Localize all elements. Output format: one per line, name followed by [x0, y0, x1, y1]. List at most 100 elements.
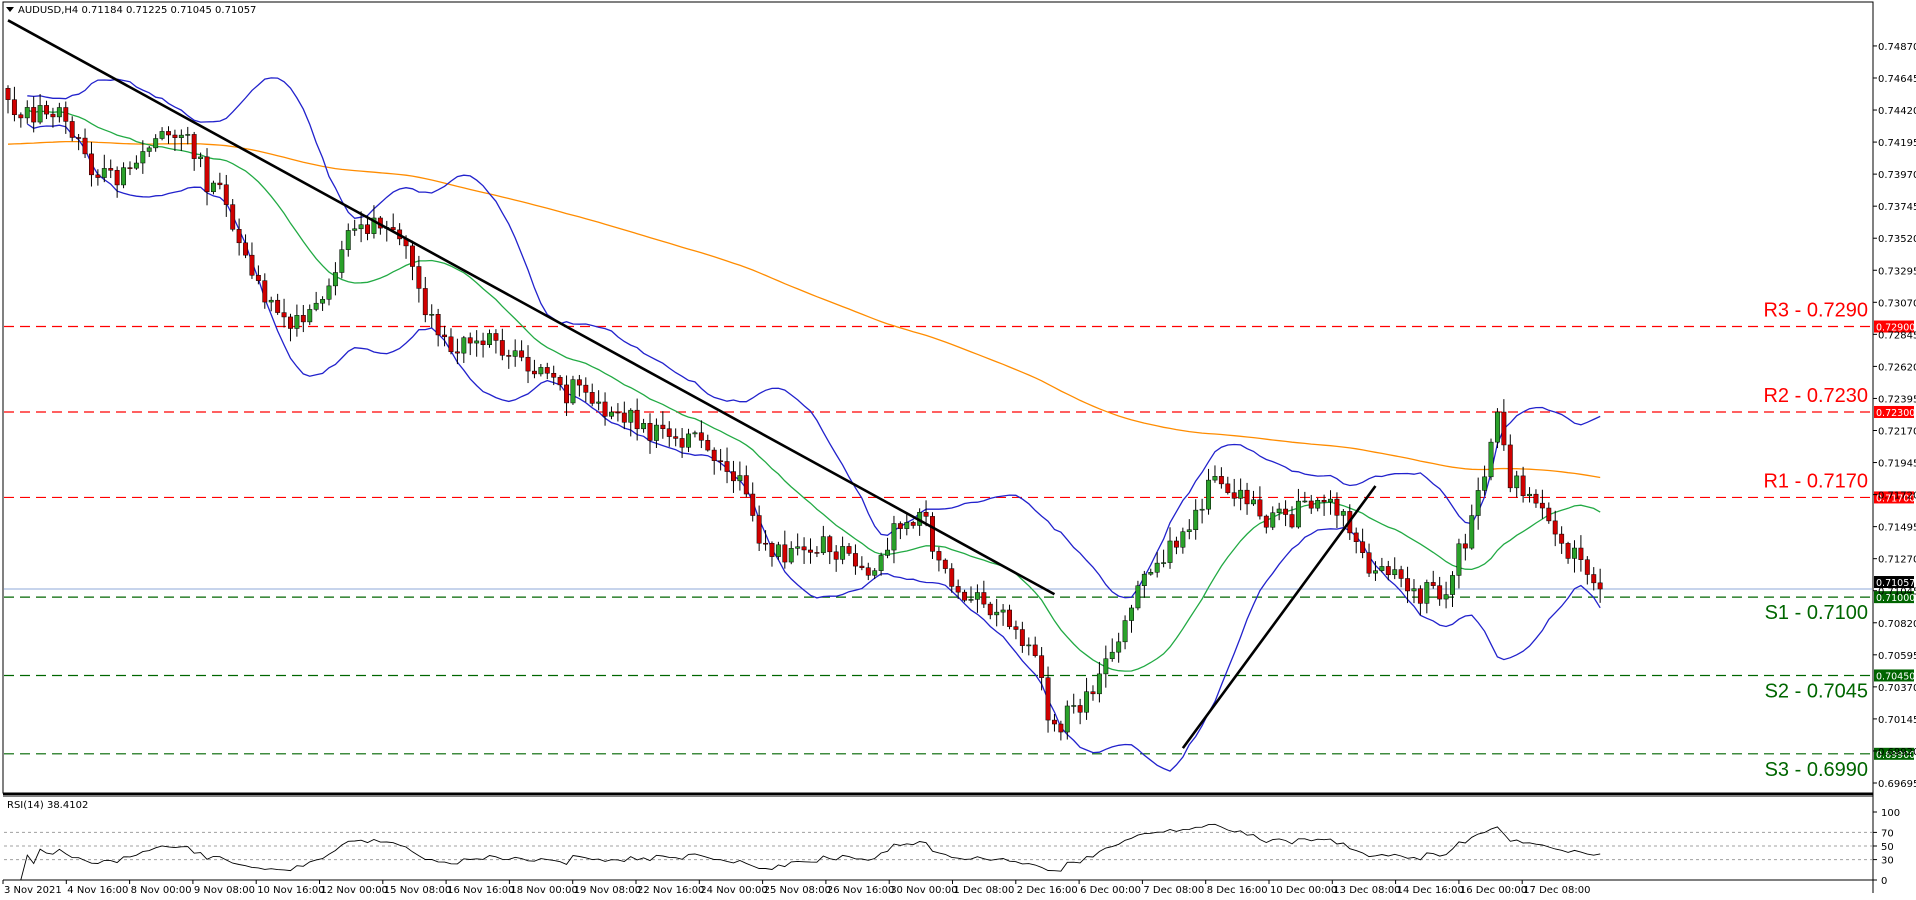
candle[interactable] [114, 166, 120, 198]
candle[interactable] [95, 169, 101, 186]
candle[interactable] [949, 563, 955, 593]
candle[interactable] [775, 541, 781, 561]
candle[interactable] [1334, 492, 1340, 528]
candle[interactable] [525, 345, 531, 384]
candle[interactable] [596, 390, 602, 411]
candle[interactable] [814, 546, 820, 558]
candle[interactable] [281, 298, 287, 328]
candle[interactable] [1161, 549, 1167, 568]
candle[interactable] [1584, 556, 1590, 585]
candle[interactable] [576, 374, 582, 397]
candle[interactable] [1084, 677, 1090, 720]
candle[interactable] [1173, 536, 1179, 555]
candle[interactable] [1276, 502, 1282, 521]
candle[interactable] [551, 365, 557, 386]
candle[interactable] [1411, 579, 1417, 604]
candle[interactable] [872, 568, 878, 580]
candle[interactable] [1263, 514, 1269, 534]
candle[interactable] [1007, 604, 1012, 630]
candle[interactable] [365, 215, 370, 241]
candle[interactable] [557, 375, 563, 391]
candle[interactable] [1494, 408, 1500, 449]
candle[interactable] [634, 398, 640, 441]
candle[interactable] [1360, 528, 1366, 559]
candle[interactable] [1270, 506, 1276, 531]
candle[interactable] [910, 520, 916, 529]
candle[interactable] [936, 547, 942, 572]
candle[interactable] [788, 541, 794, 565]
candle[interactable] [705, 434, 711, 452]
candle[interactable] [846, 543, 852, 556]
candle[interactable] [666, 421, 672, 447]
candle[interactable] [1096, 661, 1102, 703]
candle[interactable] [1199, 498, 1205, 524]
candle[interactable] [1507, 434, 1513, 493]
candle[interactable] [1527, 487, 1532, 503]
candle[interactable] [801, 537, 807, 564]
candle[interactable] [1520, 466, 1526, 503]
candle[interactable] [1373, 561, 1378, 581]
candle[interactable] [1539, 489, 1545, 519]
candle[interactable] [294, 304, 300, 337]
candle[interactable] [711, 447, 717, 475]
candle[interactable] [519, 340, 525, 362]
candle[interactable] [300, 304, 306, 333]
candle[interactable] [24, 100, 30, 124]
candle[interactable] [236, 218, 242, 256]
candle[interactable] [962, 589, 968, 603]
candle[interactable] [1417, 585, 1423, 616]
candle[interactable] [159, 127, 165, 141]
candle[interactable] [1122, 615, 1128, 650]
candle[interactable] [698, 420, 704, 449]
candle[interactable] [1578, 535, 1584, 572]
candle[interactable] [454, 338, 460, 365]
candle[interactable] [1552, 510, 1558, 547]
candle[interactable] [82, 128, 88, 158]
candle[interactable] [307, 304, 313, 326]
candle[interactable] [737, 461, 743, 491]
candle[interactable] [820, 525, 826, 555]
candle[interactable] [275, 293, 281, 315]
candle[interactable] [5, 85, 11, 114]
candle[interactable] [1231, 478, 1237, 507]
candle[interactable] [833, 545, 839, 572]
candle[interactable] [1058, 720, 1064, 741]
candle[interactable] [1405, 566, 1411, 604]
candle[interactable] [1475, 477, 1481, 530]
candle[interactable] [1353, 527, 1359, 554]
collapse-triangle-icon[interactable] [6, 7, 14, 12]
candle[interactable] [243, 234, 248, 259]
candle[interactable] [724, 447, 730, 484]
candle[interactable] [435, 308, 441, 347]
candle[interactable] [1103, 645, 1109, 688]
candle[interactable] [1328, 490, 1333, 515]
candle[interactable] [230, 199, 236, 232]
candle[interactable] [69, 116, 75, 142]
candle[interactable] [1321, 494, 1327, 516]
candle[interactable] [859, 556, 865, 571]
candle[interactable] [1167, 527, 1173, 569]
candle[interactable] [474, 330, 480, 357]
candle[interactable] [63, 101, 69, 134]
candle[interactable] [1488, 438, 1494, 481]
candle[interactable] [1385, 560, 1391, 581]
candle[interactable] [1019, 621, 1025, 653]
candle[interactable] [795, 533, 801, 556]
candle[interactable] [756, 505, 762, 551]
candle[interactable] [628, 408, 634, 437]
candle[interactable] [1186, 519, 1192, 540]
candle[interactable] [1032, 636, 1038, 658]
candle[interactable] [1430, 570, 1436, 589]
candle[interactable] [609, 406, 614, 420]
candle[interactable] [1533, 489, 1539, 508]
candle[interactable] [487, 329, 492, 348]
candle[interactable] [564, 375, 569, 416]
candle[interactable] [602, 392, 608, 426]
candle[interactable] [262, 273, 268, 309]
candle[interactable] [448, 328, 454, 355]
candle[interactable] [544, 362, 550, 380]
candle[interactable] [1456, 538, 1462, 589]
candle[interactable] [1565, 541, 1571, 564]
candle[interactable] [1424, 579, 1430, 614]
